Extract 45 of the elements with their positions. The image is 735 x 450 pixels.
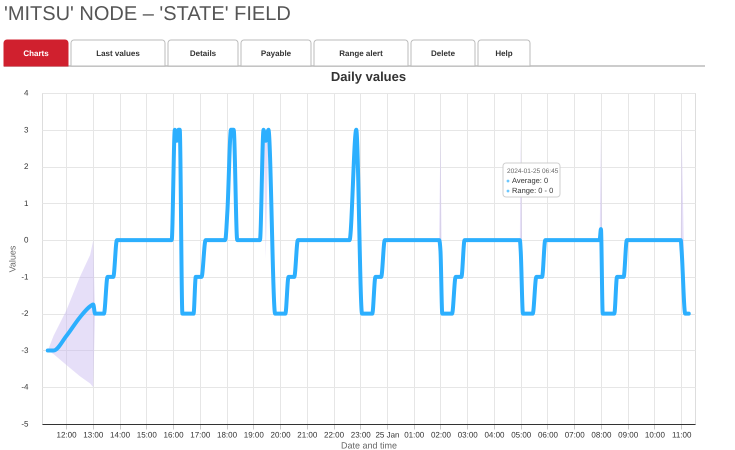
y-tick-label: 2 xyxy=(24,162,30,172)
y-tick-label: 4 xyxy=(24,88,30,98)
x-tick-label: 21:00 xyxy=(297,430,318,440)
x-tick-label: 06:00 xyxy=(538,430,559,440)
x-tick-label: 17:00 xyxy=(190,430,211,440)
text: Charts xyxy=(23,49,50,58)
y-tick-label: -5 xyxy=(21,420,30,428)
chart-subtitle: Daily values xyxy=(330,69,406,84)
text: Delete xyxy=(430,49,456,58)
x-tick-label: 12:00 xyxy=(56,430,78,440)
x-tick-label: 11:00 xyxy=(672,430,692,440)
x-tick-label: 05:00 xyxy=(511,430,532,440)
chart-title: 'MITSU' NODE – 'STATE' FIELD xyxy=(4,3,291,25)
x-tick-label: 20:00 xyxy=(270,430,292,440)
x-tick-label: 13:00 xyxy=(83,430,104,440)
x-tick-label: 16:00 xyxy=(164,430,184,440)
x-tick-label: 25 Jan xyxy=(375,430,400,440)
y-tick-label: -1 xyxy=(21,272,30,282)
y-tick-label: -2 xyxy=(21,309,30,318)
y-axis-title: Values xyxy=(7,245,18,272)
x-tick-label: 02:00 xyxy=(430,430,452,440)
x-axis-title: Date and time xyxy=(340,440,398,450)
x-tick-label: 23:00 xyxy=(350,430,372,440)
x-tick-label: 18:00 xyxy=(217,430,238,440)
y-tick-label: 3 xyxy=(24,125,30,134)
text: Payable xyxy=(260,49,292,58)
y-tick-label: 0 xyxy=(24,236,30,245)
x-tick-label: 03:00 xyxy=(458,430,478,440)
text: Last values xyxy=(96,49,140,58)
x-tick-label: 19:00 xyxy=(244,430,264,440)
y-tick-label: 1 xyxy=(24,198,30,208)
x-tick-label: 07:00 xyxy=(564,430,586,440)
text: Help xyxy=(495,49,513,58)
x-tick-label: 15:00 xyxy=(136,430,158,440)
y-tick-label: -3 xyxy=(21,346,30,355)
x-tick-label: 04:00 xyxy=(484,430,506,440)
x-tick-label: 08:00 xyxy=(591,430,612,440)
text: Range alert xyxy=(339,49,384,58)
y-tick-label: -4 xyxy=(21,382,30,392)
x-tick-label: 09:00 xyxy=(618,430,639,440)
x-tick-label: 01:00 xyxy=(404,430,425,440)
x-tick-label: 10:00 xyxy=(644,430,666,440)
x-tick-label: 14:00 xyxy=(110,430,131,440)
x-tick-label: 22:00 xyxy=(324,430,345,440)
text: Details xyxy=(190,49,217,58)
